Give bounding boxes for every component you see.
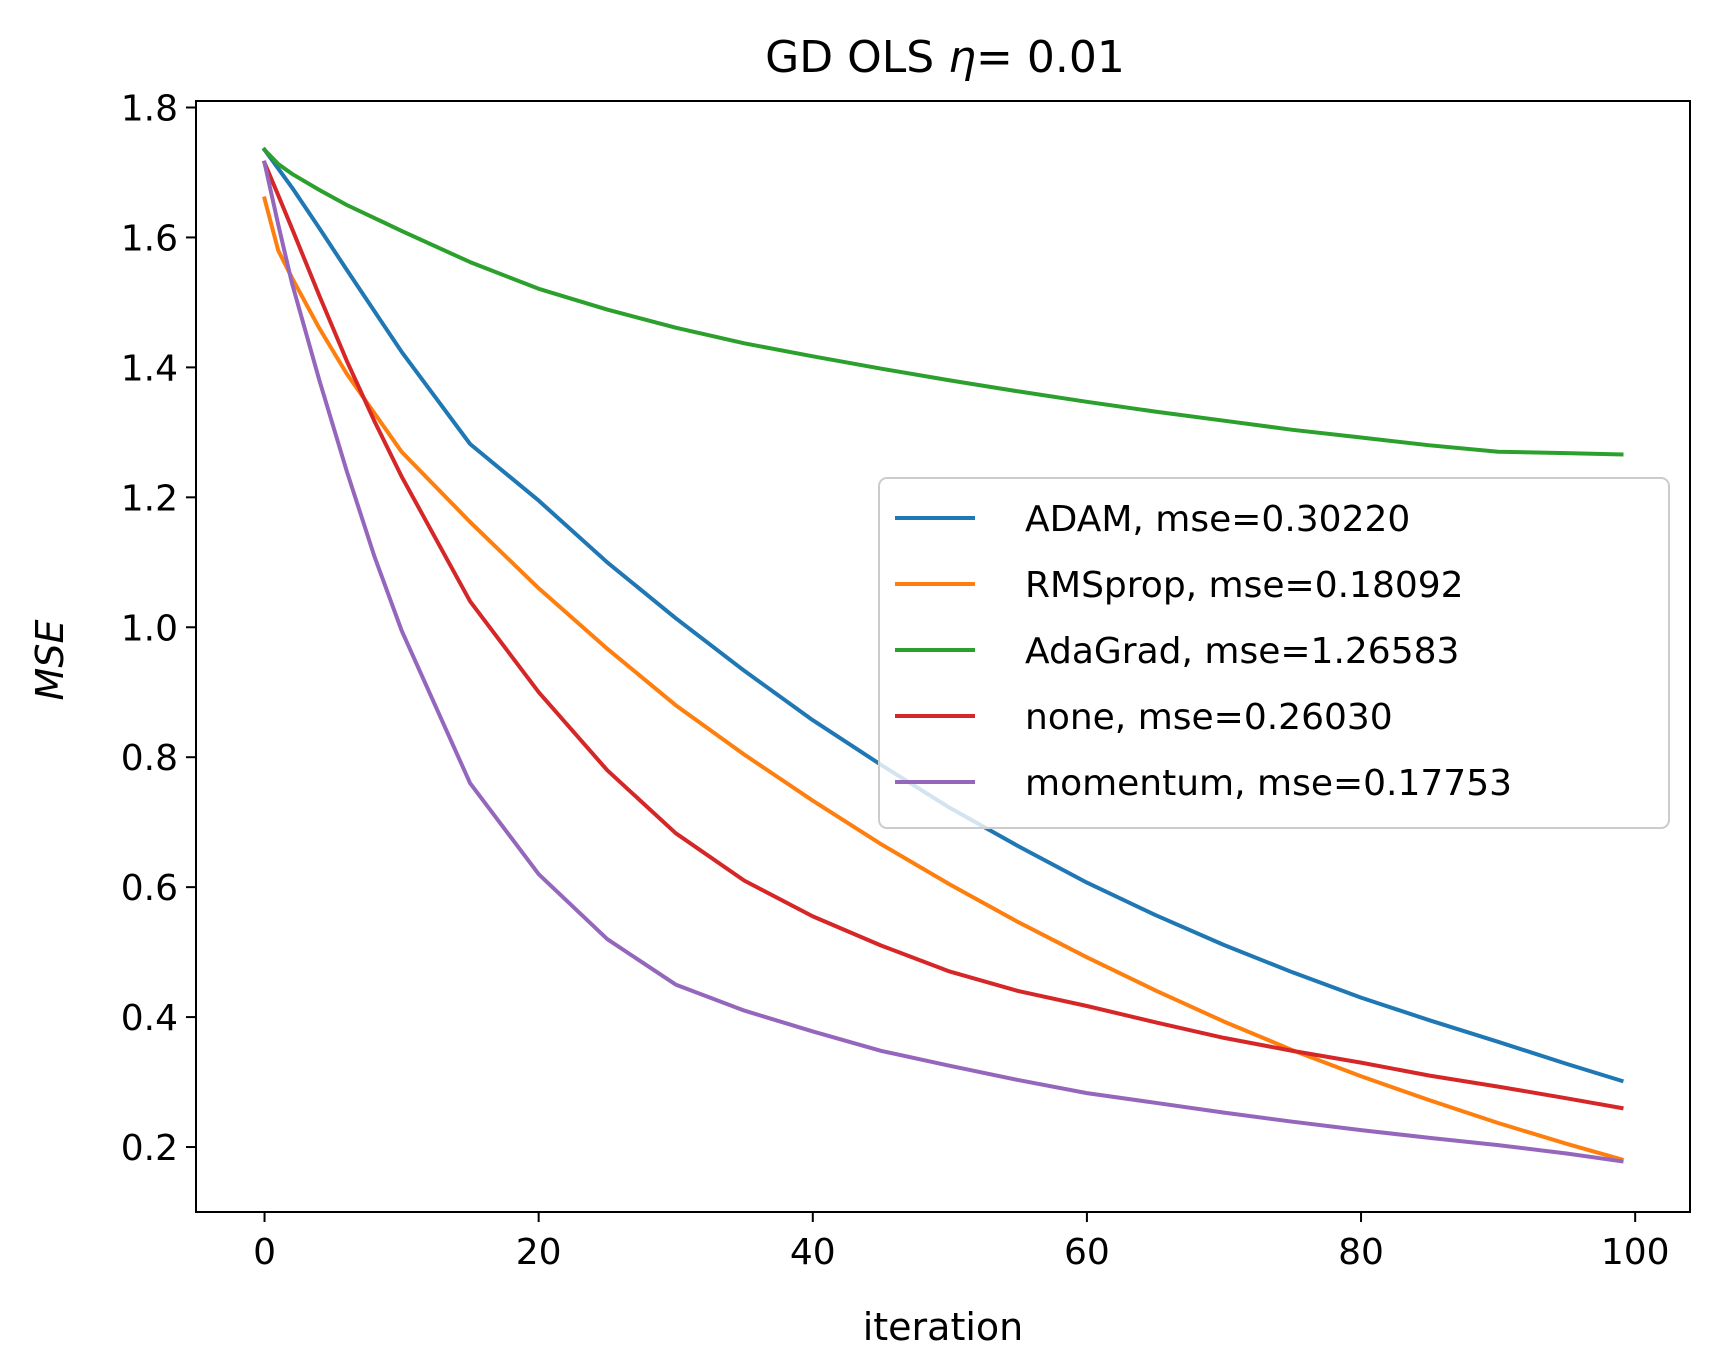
y-tick-label: 1.6: [121, 218, 178, 259]
x-tick-label: 80: [1338, 1232, 1384, 1273]
x-tick-label: 0: [253, 1232, 276, 1273]
x-axis-label: iteration: [863, 1305, 1024, 1349]
legend-entry-label: momentum, mse=0.17753: [1025, 763, 1512, 804]
plot-area-frame: [195, 100, 1691, 1213]
chart-title: GD OLS η= 0.01: [765, 32, 1125, 83]
series-line-4: [262, 160, 1624, 1164]
series-line-1: [262, 196, 1624, 1162]
legend-entry-label: RMSprop, mse=0.18092: [1025, 565, 1464, 606]
y-axis: 0.2 0.4 0.6 0.8 1.0 1.2 1.4 1.6 1.8: [121, 88, 196, 1169]
x-tick-label: 40: [790, 1232, 836, 1273]
series-lines: [261, 146, 1624, 1164]
x-tick-label: 20: [516, 1232, 562, 1273]
x-tick-label: 100: [1601, 1232, 1670, 1273]
legend-entry-label: none, mse=0.26030: [1025, 697, 1393, 738]
y-axis-label: MSE: [28, 620, 72, 701]
y-tick-label: 0.6: [121, 868, 178, 909]
y-tick-label: 0.8: [121, 738, 178, 779]
series-line-3: [261, 160, 1624, 1111]
series-line-2: [261, 146, 1624, 457]
legend-entry-label: AdaGrad, mse=1.26583: [1025, 631, 1459, 672]
series-line-0: [261, 146, 1624, 1084]
y-tick-label: 0.4: [121, 998, 178, 1039]
y-tick-label: 1.8: [121, 88, 178, 129]
x-tick-label: 60: [1064, 1232, 1110, 1273]
x-axis: 0 20 40 60 80 100: [253, 1212, 1670, 1273]
y-tick-label: 1.0: [121, 608, 178, 649]
legend-box: [878, 477, 1670, 829]
y-tick-label: 1.4: [121, 348, 178, 389]
legend-entry-label: ADAM, mse=0.30220: [1025, 499, 1410, 540]
legend: ADAM, mse=0.30220 RMSprop, mse=0.18092 Ada…: [878, 477, 1670, 829]
y-tick-label: 0.2: [121, 1128, 178, 1169]
y-tick-label: 1.2: [121, 478, 178, 519]
